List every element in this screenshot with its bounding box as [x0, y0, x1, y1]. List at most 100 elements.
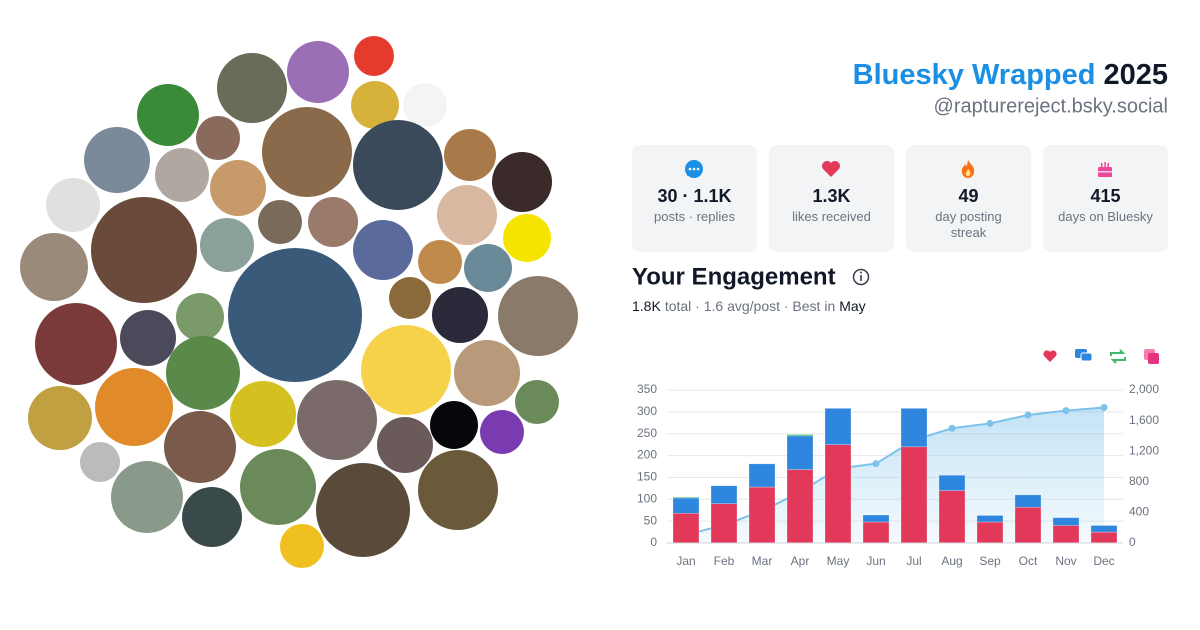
- title-text: Bluesky Wrapped: [853, 59, 1096, 91]
- label-line: likes received: [792, 209, 871, 224]
- stat-value: 49: [958, 186, 979, 206]
- avatar[interactable]: [353, 220, 413, 280]
- x-tick-label: Nov: [1055, 554, 1076, 568]
- avatar[interactable]: [217, 53, 287, 123]
- quotes-icon[interactable]: [1144, 349, 1159, 364]
- avatar[interactable]: [361, 325, 451, 415]
- bar-segment: [786, 435, 814, 470]
- y-tick-label: 350: [637, 382, 657, 396]
- avatar[interactable]: [166, 336, 240, 410]
- avatar[interactable]: [432, 287, 488, 343]
- avatar[interactable]: [262, 107, 352, 197]
- y2-tick-label: 1,600: [1129, 413, 1159, 427]
- icon: [685, 160, 703, 178]
- avatar[interactable]: [377, 417, 433, 473]
- bar-segment: [938, 490, 966, 544]
- avatar[interactable]: [182, 487, 242, 547]
- bar-segment: [1014, 506, 1042, 544]
- avatar[interactable]: [351, 81, 399, 129]
- avatar[interactable]: [35, 303, 117, 385]
- avatar[interactable]: [418, 450, 498, 530]
- section-title: Your Engagement: [632, 263, 836, 290]
- stat-value: 30 · 1.1K: [657, 186, 732, 206]
- stat-card: 49 day posting streak: [906, 145, 1031, 252]
- x-tick-label: Aug: [941, 554, 962, 568]
- avatar[interactable]: [80, 442, 120, 482]
- y-tick-label: 300: [637, 404, 657, 418]
- y2-tick-label: 800: [1129, 474, 1149, 488]
- info-icon[interactable]: [852, 268, 870, 286]
- avatar[interactable]: [418, 240, 462, 284]
- avatar[interactable]: [210, 160, 266, 216]
- avatar[interactable]: [20, 233, 88, 301]
- avatar[interactable]: [176, 293, 224, 341]
- bar-segment: [1014, 494, 1042, 508]
- bar-segment: [862, 514, 890, 523]
- bar-segment: [824, 408, 852, 445]
- avatar[interactable]: [454, 340, 520, 406]
- label-line: day posting: [935, 209, 1002, 224]
- avatar[interactable]: [164, 411, 236, 483]
- avatar[interactable]: [240, 449, 316, 525]
- avatar[interactable]: [280, 524, 324, 568]
- avatar[interactable]: [503, 214, 551, 262]
- avatar[interactable]: [28, 386, 92, 450]
- avatar[interactable]: [111, 461, 183, 533]
- avatar[interactable]: [200, 218, 254, 272]
- avatar[interactable]: [137, 84, 199, 146]
- avatar[interactable]: [464, 244, 512, 292]
- avatar[interactable]: [230, 381, 296, 447]
- title-year: 2025: [1103, 59, 1168, 91]
- bar-segment: [900, 408, 928, 448]
- avatar[interactable]: [228, 248, 362, 382]
- bar-segment: [824, 444, 852, 544]
- bar-segment: [710, 503, 738, 544]
- label-line: days on Bluesky: [1058, 209, 1153, 224]
- avatar[interactable]: [196, 116, 240, 160]
- avatar[interactable]: [297, 380, 377, 460]
- avatar[interactable]: [353, 120, 443, 210]
- avatar[interactable]: [437, 185, 497, 245]
- stat-card: 415 days on Bluesky: [1043, 145, 1168, 252]
- avatar[interactable]: [515, 380, 559, 424]
- avatar[interactable]: [46, 178, 100, 232]
- avatar[interactable]: [95, 368, 173, 446]
- line-point: [948, 424, 956, 432]
- line-point: [986, 419, 994, 427]
- avatar[interactable]: [354, 36, 394, 76]
- reposts-icon[interactable]: [1110, 349, 1126, 364]
- y-tick-label: 0: [650, 535, 657, 549]
- summary-text: total · 1.6 avg/post · Best in: [665, 298, 835, 314]
- x-tick-label: Mar: [752, 554, 773, 568]
- title: Bluesky Wrapped 2025: [853, 59, 1168, 91]
- avatar[interactable]: [430, 401, 478, 449]
- x-tick-label: Jun: [866, 554, 885, 568]
- avatar[interactable]: [492, 152, 552, 212]
- y2-tick-label: 1,200: [1129, 443, 1159, 457]
- y-tick-label: 250: [637, 426, 657, 440]
- avatar[interactable]: [155, 148, 209, 202]
- avatar[interactable]: [389, 277, 431, 319]
- avatar[interactable]: [498, 276, 578, 356]
- avatar[interactable]: [84, 127, 150, 193]
- avatar[interactable]: [316, 463, 410, 557]
- y-tick-label: 50: [644, 513, 658, 527]
- line-point: [1100, 404, 1108, 412]
- likes-icon[interactable]: [1043, 350, 1057, 362]
- avatar[interactable]: [120, 310, 176, 366]
- line-point: [1024, 411, 1032, 419]
- stat-value: 1.3K: [812, 186, 851, 206]
- avatar[interactable]: [444, 129, 496, 181]
- avatar[interactable]: [308, 197, 358, 247]
- avatar[interactable]: [287, 41, 349, 103]
- replies-icon[interactable]: [1075, 349, 1093, 362]
- avatar[interactable]: [258, 200, 302, 244]
- bar-segment: [672, 513, 700, 544]
- avatar[interactable]: [403, 83, 447, 127]
- y-tick-label: 200: [637, 448, 657, 462]
- avatar[interactable]: [480, 410, 524, 454]
- avatar[interactable]: [91, 197, 197, 303]
- icon: [822, 161, 840, 177]
- x-tick-label: Jul: [906, 554, 921, 568]
